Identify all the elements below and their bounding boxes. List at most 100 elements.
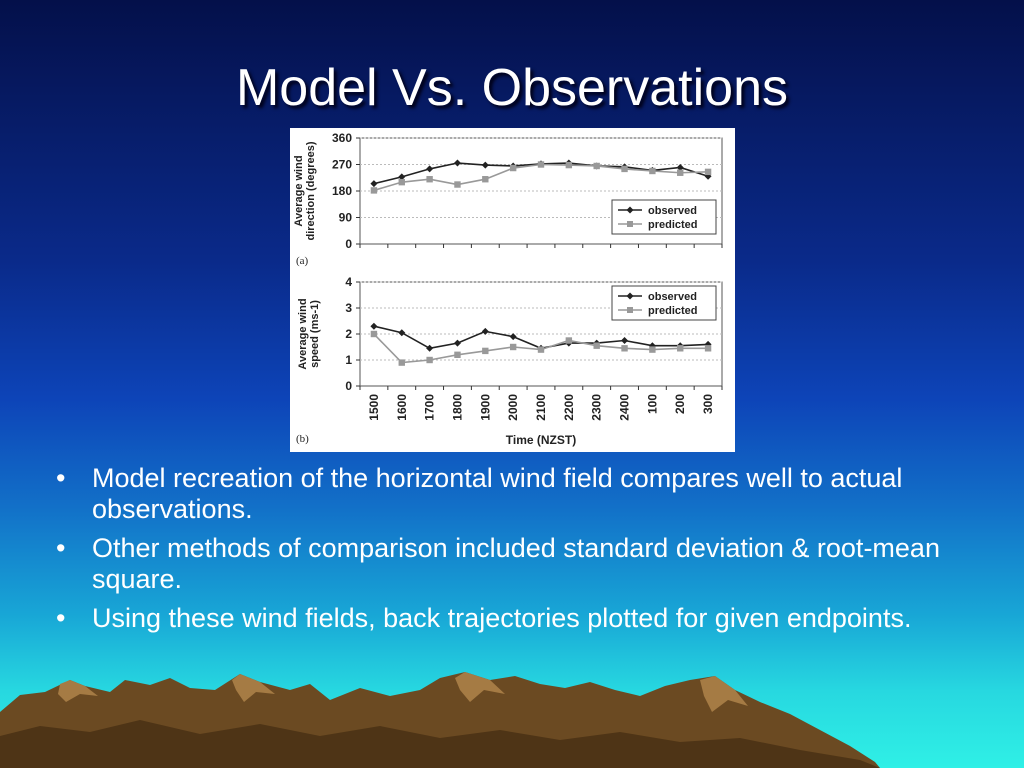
x-tick-label: 2200 — [562, 394, 576, 421]
point-predicted — [537, 161, 545, 168]
y-axis-label: Average windspeed (ms-1) — [297, 298, 321, 369]
bullet-item: • Model recreation of the horizontal wind… — [56, 463, 956, 525]
point-observed — [398, 329, 406, 337]
point-observed — [426, 165, 434, 173]
bullet-text: Other methods of comparison included sta… — [92, 533, 940, 594]
legend-entry: observed — [648, 291, 697, 303]
point-predicted — [482, 176, 489, 183]
legend-entry: predicted — [648, 305, 698, 317]
bullet-item: • Using these wind fields, back trajector… — [56, 603, 956, 634]
bullet-item: • Other methods of comparison included st… — [56, 533, 956, 595]
point-predicted — [593, 342, 600, 349]
bullet-text: Model recreation of the horizontal wind … — [92, 463, 903, 524]
x-tick-label: 1800 — [450, 394, 464, 421]
point-predicted — [398, 178, 405, 186]
point-predicted — [454, 181, 461, 188]
point-predicted — [398, 359, 405, 366]
y-tick-label: 90 — [339, 211, 353, 225]
point-predicted — [454, 351, 461, 358]
legend-swatch-marker — [626, 206, 634, 214]
point-predicted — [704, 168, 712, 176]
point-predicted — [593, 162, 600, 170]
y-axis-label-line: Average wind — [293, 155, 305, 226]
y-axis-label-line: speed (ms-1) — [309, 300, 321, 368]
y-tick-label: 270 — [332, 158, 352, 172]
point-observed — [370, 180, 378, 188]
point-predicted — [621, 345, 628, 352]
point-predicted — [509, 164, 517, 172]
y-tick-label: 0 — [345, 237, 352, 251]
mountain-ridge-highlight — [700, 676, 748, 712]
point-predicted — [509, 343, 517, 351]
point-predicted — [482, 347, 489, 355]
panel-label: (b) — [296, 433, 309, 445]
y-tick-label: 3 — [345, 301, 352, 315]
point-observed — [453, 159, 461, 167]
point-observed — [398, 173, 406, 181]
y-tick-label: 360 — [332, 131, 352, 145]
y-tick-label: 2 — [345, 327, 352, 341]
x-tick-label: 2000 — [506, 394, 520, 421]
y-axis-label-line: Average wind — [297, 298, 309, 369]
point-predicted — [370, 187, 378, 194]
point-predicted — [649, 167, 656, 175]
point-predicted — [565, 337, 573, 344]
bullet-dot: • — [56, 463, 66, 493]
point-observed — [509, 333, 517, 341]
legend-box — [611, 199, 717, 235]
point-observed — [481, 327, 489, 335]
legend-entry: predicted — [648, 219, 698, 231]
mountain-ridge-highlight — [455, 672, 505, 702]
legend-swatch-marker — [626, 292, 634, 300]
y-axis-label-line: direction (degrees) — [305, 141, 317, 240]
mountain-foreground — [0, 720, 880, 768]
x-tick-label: 1500 — [367, 394, 381, 421]
point-predicted — [649, 346, 656, 353]
point-predicted — [370, 330, 378, 338]
mountain-range-decoration — [0, 672, 880, 768]
x-tick-label: 2100 — [534, 394, 548, 421]
x-tick-label: 1700 — [423, 394, 437, 421]
point-predicted — [704, 345, 712, 352]
slide-title: Model Vs. Observations — [235, 59, 789, 117]
point-predicted — [621, 165, 628, 173]
point-predicted — [565, 161, 573, 169]
point-predicted — [426, 356, 433, 364]
x-axis-label: Time (NZST) — [506, 433, 576, 447]
chart-figure: 0 90 180 270 360 Average winddirection (degre… — [290, 128, 735, 452]
point-observed — [453, 339, 461, 347]
legend-box — [611, 285, 717, 321]
point-observed — [676, 163, 684, 171]
mountain-ridge-highlight — [232, 674, 275, 702]
x-tick-label: 100 — [645, 394, 659, 414]
y-tick-label: 0 — [345, 379, 352, 393]
x-tick-label: 200 — [673, 394, 687, 414]
point-observed — [481, 161, 489, 169]
y-tick-label: 4 — [345, 275, 352, 289]
point-observed — [621, 337, 629, 344]
x-tick-label: 1900 — [478, 394, 492, 421]
point-predicted — [677, 169, 684, 176]
legend-entry: observed — [648, 205, 697, 217]
point-predicted — [426, 176, 433, 183]
x-tick-label: 300 — [701, 394, 715, 414]
point-observed — [426, 344, 434, 352]
x-tick-label: 1600 — [395, 394, 409, 421]
bullet-list: • Model recreation of the horizontal wind… — [56, 463, 956, 642]
bullet-text: Using these wind fields, back trajectori… — [92, 603, 912, 633]
mountain-ridge-highlight — [58, 680, 98, 702]
panel-label: (a) — [296, 255, 309, 267]
x-tick-label: 2300 — [590, 394, 604, 421]
legend-swatch-marker — [627, 307, 633, 313]
y-axis-label: Average winddirection (degrees) — [293, 141, 317, 240]
point-predicted — [677, 345, 684, 352]
bullet-dot: • — [56, 603, 66, 633]
point-predicted — [537, 346, 545, 353]
y-tick-label: 1 — [345, 353, 352, 367]
bullet-dot: • — [56, 533, 66, 563]
y-tick-label: 180 — [332, 184, 352, 198]
legend-swatch-marker — [627, 221, 633, 227]
x-tick-label: 2400 — [618, 394, 632, 421]
